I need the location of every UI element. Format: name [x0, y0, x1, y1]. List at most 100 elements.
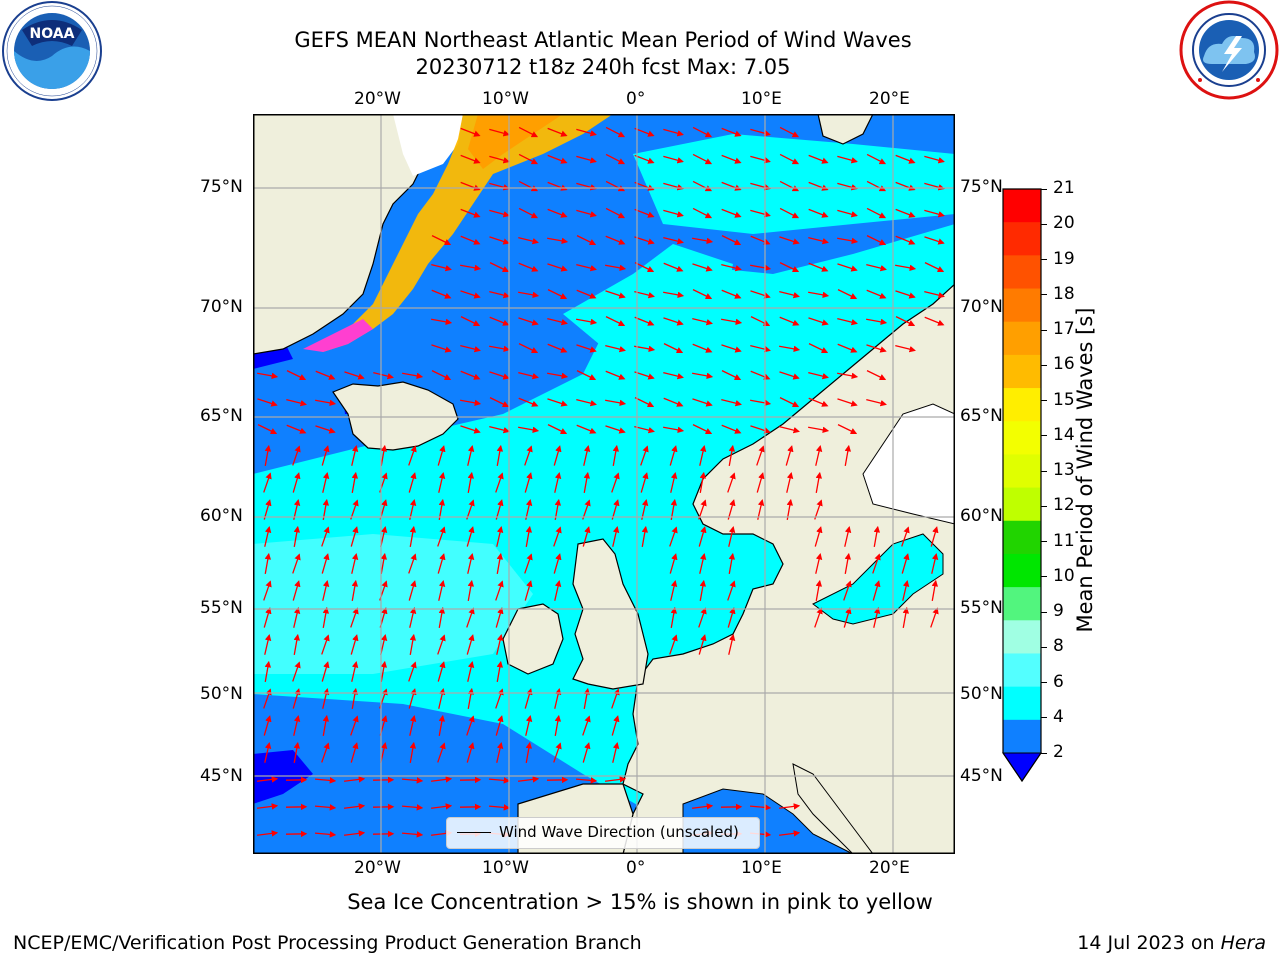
wind-wave-arrow	[314, 831, 337, 838]
wind-wave-arrow	[843, 580, 852, 601]
map-legend: Wind Wave Direction (unscaled)	[446, 817, 760, 849]
wind-wave-arrow	[866, 207, 887, 219]
wind-wave-arrow	[467, 471, 475, 493]
wind-wave-arrow	[837, 237, 859, 245]
lat-label-right-55n: 55°N	[960, 598, 1003, 618]
land-great-britain	[572, 538, 649, 690]
wind-wave-arrow	[750, 290, 771, 299]
wind-wave-arrow	[350, 607, 359, 628]
land-iceland	[332, 381, 459, 451]
wind-wave-arrow	[924, 155, 945, 164]
wind-wave-arrow	[866, 289, 887, 299]
wind-wave-arrow	[466, 715, 475, 736]
wind-wave-arrow	[872, 580, 881, 601]
wind-wave-arrow	[663, 128, 684, 137]
legend-label: Wind Wave Direction (unscaled)	[499, 823, 739, 841]
colorbar-tick-label: 21	[1053, 178, 1075, 198]
wind-wave-arrow	[466, 607, 475, 628]
wind-wave-arrow	[553, 553, 562, 574]
wind-wave-arrow	[380, 552, 388, 574]
wind-wave-arrow	[663, 426, 685, 434]
wind-wave-arrow	[640, 445, 649, 466]
lon-label-bottom-20e: 20°E	[869, 858, 910, 878]
wind-wave-arrow	[518, 371, 539, 380]
wind-wave-arrow	[611, 715, 620, 736]
wind-wave-arrow	[634, 127, 655, 137]
wind-wave-arrow	[669, 445, 678, 466]
wind-wave-arrow	[692, 263, 713, 272]
wind-wave-arrow	[895, 316, 916, 327]
wind-wave-arrow	[351, 471, 359, 493]
wind-wave-arrow	[460, 370, 481, 380]
wind-wave-arrow	[837, 343, 858, 353]
wind-wave-arrow	[518, 262, 539, 272]
colorbar-tick-mark	[1041, 752, 1047, 754]
wind-wave-arrow	[293, 525, 301, 547]
lon-label-bottom-0: 0°	[626, 858, 646, 878]
wind-wave-arrow	[721, 424, 742, 434]
wind-wave-arrow	[866, 398, 887, 407]
wind-wave-arrow	[553, 445, 562, 466]
wind-wave-arrow	[612, 525, 620, 547]
colorbar-under-extend	[1002, 752, 1042, 782]
wind-wave-arrow	[895, 290, 916, 299]
colorbar-segment	[1003, 321, 1041, 356]
wind-wave-arrow	[814, 607, 823, 628]
wind-wave-arrow	[321, 445, 330, 466]
wind-wave-arrow	[518, 317, 539, 326]
lat-label-right-70n: 70°N	[960, 297, 1003, 317]
wind-wave-arrow	[256, 803, 279, 810]
wind-wave-arrow	[350, 742, 359, 763]
wind-wave-arrow	[692, 126, 713, 138]
wind-wave-arrow	[547, 317, 568, 326]
wind-wave-arrow	[749, 804, 772, 811]
wind-wave-arrow	[808, 236, 829, 245]
wind-wave-arrow	[576, 235, 597, 246]
footer-date: 14 Jul 2023 on	[1077, 932, 1221, 954]
wind-wave-arrow	[554, 714, 562, 736]
wind-wave-arrow	[779, 345, 801, 353]
wind-wave-arrow	[460, 208, 481, 218]
wind-wave-arrow	[692, 343, 713, 353]
wind-wave-arrow	[837, 209, 858, 218]
wind-wave-arrow	[721, 235, 742, 246]
wind-wave-arrow	[460, 290, 481, 299]
wind-wave-arrow	[605, 399, 627, 407]
wind-wave-arrow	[721, 318, 743, 326]
wind-wave-arrow	[750, 264, 772, 272]
wind-wave-arrow	[582, 526, 591, 547]
wind-wave-arrow	[779, 236, 800, 245]
wind-wave-arrow	[815, 579, 823, 601]
wind-wave-arrow	[692, 180, 713, 192]
wind-wave-arrow	[576, 128, 597, 137]
wind-wave-arrow	[930, 526, 939, 547]
wind-wave-arrow	[786, 471, 794, 493]
colorbar	[1000, 186, 1050, 786]
wind-wave-arrow	[322, 714, 330, 736]
wind-wave-arrow	[866, 180, 887, 192]
wind-wave-arrow	[431, 344, 452, 353]
colorbar-segment	[1003, 288, 1041, 323]
wind-wave-arrow	[837, 424, 858, 435]
wind-wave-arrow	[408, 553, 417, 574]
colorbar-tick-label: 15	[1053, 389, 1075, 410]
lat-label-left-65n: 65°N	[200, 406, 243, 426]
wind-wave-arrow	[518, 291, 540, 299]
wind-wave-arrow	[837, 317, 858, 326]
wind-wave-arrow	[866, 153, 887, 165]
colorbar-segment	[1003, 553, 1041, 588]
wind-wave-arrow	[517, 776, 540, 783]
wind-wave-arrow	[663, 209, 684, 218]
wind-wave-arrow	[605, 264, 627, 272]
wind-wave-arrow	[605, 207, 626, 219]
wind-wave-arrow	[314, 777, 337, 784]
chart-title: GEFS MEAN Northeast Atlantic Mean Period…	[294, 28, 912, 52]
wind-wave-arrow	[692, 207, 713, 219]
wind-wave-arrow	[401, 777, 424, 784]
wind-wave-arrow	[292, 445, 301, 466]
wind-wave-arrow	[437, 661, 446, 682]
wind-wave-arrow	[315, 425, 336, 434]
wind-wave-arrow	[844, 552, 852, 574]
wind-wave-arrow	[495, 580, 504, 601]
wind-wave-arrow	[605, 370, 626, 380]
